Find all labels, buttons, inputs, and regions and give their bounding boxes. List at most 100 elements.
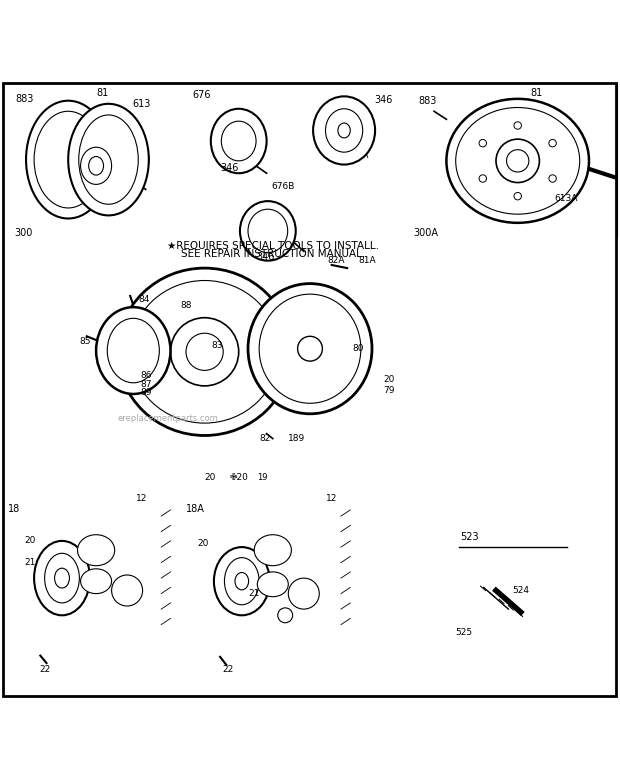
Ellipse shape — [170, 317, 239, 386]
Text: 883: 883 — [16, 94, 34, 103]
Text: 20: 20 — [198, 539, 209, 548]
Text: 20: 20 — [383, 375, 394, 384]
Ellipse shape — [326, 109, 363, 152]
Ellipse shape — [479, 139, 487, 147]
Text: SEE REPAIR INSTRUCTION MANUAL.: SEE REPAIR INSTRUCTION MANUAL. — [180, 250, 365, 259]
Ellipse shape — [248, 209, 288, 253]
Text: 300A: 300A — [414, 228, 438, 238]
Ellipse shape — [81, 569, 112, 594]
FancyBboxPatch shape — [372, 370, 406, 395]
Text: 18: 18 — [7, 503, 20, 513]
FancyBboxPatch shape — [16, 503, 170, 653]
Ellipse shape — [89, 156, 104, 175]
Ellipse shape — [118, 268, 291, 436]
Text: 22: 22 — [223, 665, 234, 675]
Text: 85: 85 — [80, 337, 91, 345]
Text: 89: 89 — [140, 387, 151, 397]
FancyBboxPatch shape — [189, 491, 381, 684]
Text: 676B: 676B — [272, 182, 295, 191]
Ellipse shape — [79, 115, 138, 205]
Text: 524: 524 — [512, 586, 529, 595]
Ellipse shape — [496, 139, 539, 183]
Text: 86: 86 — [140, 371, 151, 380]
Ellipse shape — [254, 534, 291, 566]
Text: 18A: 18A — [186, 503, 205, 513]
Ellipse shape — [211, 109, 267, 173]
Ellipse shape — [507, 149, 529, 172]
Text: 81A: 81A — [359, 256, 376, 265]
FancyBboxPatch shape — [304, 88, 406, 175]
Ellipse shape — [259, 294, 361, 403]
Ellipse shape — [338, 123, 350, 138]
Text: 88: 88 — [180, 301, 192, 310]
Ellipse shape — [81, 147, 112, 184]
FancyBboxPatch shape — [189, 88, 298, 175]
Text: 883: 883 — [418, 96, 437, 106]
Ellipse shape — [479, 175, 487, 182]
FancyArrow shape — [43, 657, 51, 669]
Ellipse shape — [96, 307, 170, 394]
Ellipse shape — [224, 558, 259, 605]
Ellipse shape — [130, 281, 279, 423]
Text: 676A: 676A — [345, 152, 369, 160]
Text: 189: 189 — [288, 434, 305, 443]
Text: 81: 81 — [96, 88, 108, 98]
Text: 12: 12 — [136, 494, 147, 503]
Text: 20: 20 — [24, 536, 35, 545]
Text: 523: 523 — [461, 531, 479, 541]
FancyBboxPatch shape — [192, 503, 366, 653]
Ellipse shape — [240, 202, 296, 261]
FancyBboxPatch shape — [415, 86, 617, 237]
Text: 346: 346 — [220, 163, 239, 173]
FancyArrow shape — [254, 163, 275, 178]
Text: 21: 21 — [24, 558, 35, 567]
FancyBboxPatch shape — [124, 364, 167, 398]
Text: ereplacementparts.com: ereplacementparts.com — [117, 414, 218, 423]
Ellipse shape — [186, 333, 223, 370]
Text: 83: 83 — [211, 341, 223, 350]
Ellipse shape — [214, 547, 270, 615]
Text: 20: 20 — [204, 472, 215, 482]
Ellipse shape — [26, 100, 110, 219]
Ellipse shape — [288, 578, 319, 609]
FancyBboxPatch shape — [6, 491, 183, 684]
Ellipse shape — [549, 175, 556, 182]
Ellipse shape — [257, 572, 288, 597]
Ellipse shape — [446, 99, 589, 223]
FancyBboxPatch shape — [459, 522, 567, 647]
Text: 19: 19 — [257, 472, 267, 482]
Ellipse shape — [34, 111, 102, 208]
Text: 87: 87 — [140, 380, 151, 388]
Text: 525: 525 — [455, 628, 472, 637]
Text: ✙20: ✙20 — [229, 472, 248, 482]
Ellipse shape — [221, 121, 256, 161]
Ellipse shape — [55, 568, 69, 588]
Ellipse shape — [68, 103, 149, 216]
Text: 346: 346 — [374, 95, 392, 105]
Ellipse shape — [298, 336, 322, 361]
Ellipse shape — [107, 318, 159, 383]
Ellipse shape — [112, 575, 143, 606]
Ellipse shape — [313, 96, 375, 165]
Text: 21: 21 — [249, 589, 260, 598]
Text: 82A: 82A — [327, 256, 345, 265]
Text: ★REQUIRES SPECIAL TOOLS TO INSTALL.: ★REQUIRES SPECIAL TOOLS TO INSTALL. — [167, 241, 379, 251]
Text: 84: 84 — [138, 295, 149, 304]
Ellipse shape — [45, 553, 79, 603]
Ellipse shape — [549, 139, 556, 147]
Text: 12: 12 — [326, 494, 337, 503]
Ellipse shape — [456, 107, 580, 214]
Text: 676: 676 — [192, 90, 211, 100]
FancyBboxPatch shape — [232, 184, 335, 268]
FancyBboxPatch shape — [493, 559, 508, 575]
Text: 613A: 613A — [554, 194, 578, 202]
Text: 79: 79 — [383, 386, 394, 394]
Ellipse shape — [514, 122, 521, 129]
Text: 300: 300 — [14, 228, 33, 238]
Ellipse shape — [235, 573, 249, 590]
Text: 22: 22 — [40, 664, 51, 674]
Ellipse shape — [78, 534, 115, 566]
Ellipse shape — [278, 608, 293, 622]
Ellipse shape — [514, 192, 521, 200]
FancyBboxPatch shape — [189, 470, 285, 485]
